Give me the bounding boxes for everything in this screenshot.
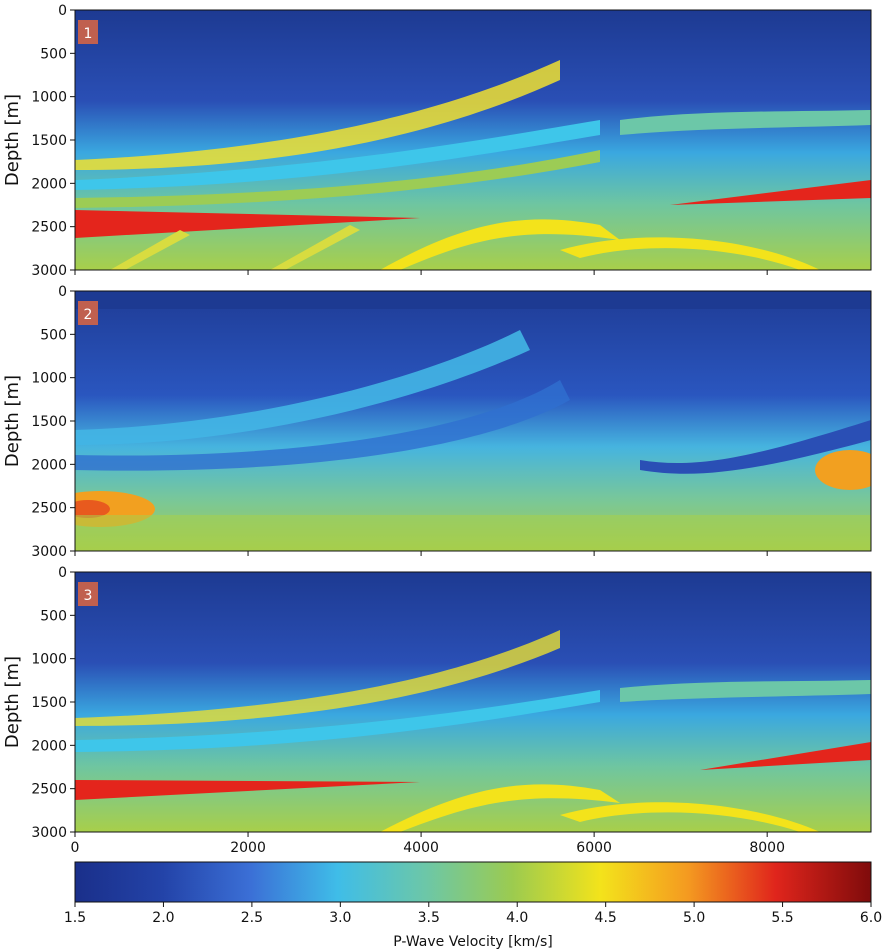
colorbar-tick-label: 4.0 (506, 910, 528, 926)
panel-1-ytick-label: 2000 (31, 176, 67, 192)
panel-2-ytick-label: 1000 (31, 371, 67, 387)
panel-3-ytick-label: 1000 (31, 652, 67, 668)
panel-1-ytick-label: 1000 (31, 90, 67, 106)
colorbar-tick-label: 2.5 (241, 910, 263, 926)
panel-2-ytick-label: 2000 (31, 457, 67, 473)
panel-1-image (75, 10, 871, 270)
colorbar-tick-label: 1.5 (64, 910, 86, 926)
panel-1-label: 1 (84, 26, 93, 42)
panel-2-ylabel: Depth [m] (2, 375, 23, 467)
panel-1-ylabel: Depth [m] (2, 94, 23, 186)
panel-2-ytick-label: 500 (40, 327, 67, 343)
panel-2-label: 2 (84, 307, 93, 323)
panel-2-ytick-label: 1500 (31, 414, 67, 430)
xtick-label: 4000 (403, 840, 439, 856)
panel-1-ytick-label: 0 (58, 3, 67, 19)
panel-3-ytick-label: 2500 (31, 782, 67, 798)
panel-2-badge (78, 301, 98, 325)
colorbar-tick-label: 3.0 (329, 910, 351, 926)
panel-3: 3 Depth [m] 0 500 1000 1500 2000 2500 3000 0 20… (2, 565, 872, 856)
panel-3-image (75, 572, 871, 832)
colorbar-tick-label: 5.0 (683, 910, 705, 926)
panel-2-image (75, 291, 871, 551)
panel-1-ytick-label: 500 (40, 46, 67, 62)
colorbar: 1.5 2.0 2.5 3.0 3.5 4.0 4.5 5.0 5.5 6.0 P-Wave Ve… (64, 861, 882, 950)
panel-2: 2 Depth [m] 0 500 1000 1500 2000 2500 3000 (2, 284, 872, 560)
panel-1-ytick-label: 2500 (31, 220, 67, 236)
colorbar-tick-label: 2.0 (152, 910, 174, 926)
colorbar-frame (74, 861, 872, 903)
xtick-label: 8000 (749, 840, 785, 856)
xtick-label: 6000 (576, 840, 612, 856)
panel-3-ytick-label: 3000 (31, 825, 67, 841)
panel-1-ytick-label: 1500 (31, 133, 67, 149)
xtick-label: 0 (71, 840, 80, 856)
panel-3-label: 3 (84, 588, 93, 604)
panel-1-ytick-label: 3000 (31, 263, 67, 279)
colorbar-tick-label: 3.5 (418, 910, 440, 926)
colorbar-tick-label: 5.5 (771, 910, 793, 926)
panel-3-ytick-label: 2000 (31, 738, 67, 754)
colorbar-gradient (75, 862, 871, 902)
panel-3-ytick-label: 500 (40, 608, 67, 624)
panel-3-badge (78, 582, 98, 606)
colorbar-tick-label: 4.5 (595, 910, 617, 926)
panel-1-badge (78, 20, 98, 44)
panel-1: 1 Depth [m] 0 500 1000 1500 2000 2500 3000 (2, 3, 872, 279)
panel-3-ylabel: Depth [m] (2, 656, 23, 748)
panel-2-ytick-label: 0 (58, 284, 67, 300)
panel-2-ytick-label: 2500 (31, 501, 67, 517)
colorbar-label: P-Wave Velocity [km/s] (393, 934, 553, 950)
panel-3-ytick-label: 1500 (31, 695, 67, 711)
colorbar-tick-label: 6.0 (860, 910, 882, 926)
panel-3-ytick-label: 0 (58, 565, 67, 581)
xtick-label: 2000 (230, 840, 266, 856)
panel-2-ytick-label: 3000 (31, 544, 67, 560)
